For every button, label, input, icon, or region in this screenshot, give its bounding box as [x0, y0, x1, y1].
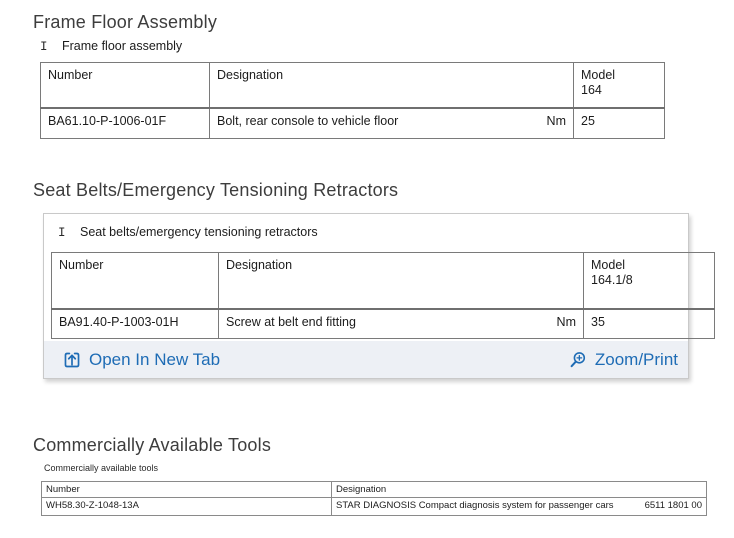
column-header-designation: Designation	[331, 481, 707, 498]
section-heading-frame-floor: Frame Floor Assembly	[33, 12, 218, 32]
caption-frame-floor: I Frame floor assembly	[40, 38, 734, 55]
number-cell: WH58.30-Z-1048-13A	[41, 497, 332, 516]
designation-cell: Bolt, rear console to vehicle floor Nm	[209, 107, 574, 139]
unit-label: Nm	[556, 315, 576, 329]
info-icon: I	[58, 226, 66, 240]
column-header-designation: Designation	[209, 62, 574, 109]
panel-footer: Open In New Tab Zoom/Print	[44, 341, 688, 378]
column-header-designation: Designation	[218, 252, 584, 310]
zoom-icon	[570, 351, 585, 367]
column-header-model: Model 164	[573, 62, 665, 109]
open-in-new-tab-icon	[64, 352, 80, 367]
number-cell: BA91.40-P-1003-01H	[51, 308, 219, 339]
caption-label: Frame floor assembly	[62, 39, 183, 53]
column-header-number: Number	[41, 481, 332, 498]
unit-label: Nm	[546, 114, 566, 128]
column-header-number: Number	[40, 62, 210, 109]
torque-table-seat-belts: Number Designation Model 164.1/8 BA91.40…	[51, 252, 715, 339]
caption-label: Seat belts/emergency tensioning retracto…	[80, 225, 318, 239]
torque-value-cell: 25	[573, 107, 665, 139]
designation-cell: STAR DIAGNOSIS Compact diagnosis system …	[331, 497, 707, 516]
designation-cell: Screw at belt end fitting Nm	[218, 308, 584, 339]
table-row: BA91.40-P-1003-01H Screw at belt end fit…	[51, 308, 715, 339]
designation-text: Bolt, rear console to vehicle floor	[217, 114, 399, 128]
table-row: BA61.10-P-1006-01F Bolt, rear console to…	[40, 107, 665, 139]
designation-text: Screw at belt end fitting	[226, 315, 356, 329]
column-header-number: Number	[51, 252, 219, 310]
caption-tools: Commercially available tools	[44, 463, 159, 473]
zoom-print-link[interactable]: Zoom/Print	[569, 350, 678, 370]
designation-text: STAR DIAGNOSIS Compact diagnosis system …	[336, 500, 614, 511]
table-header-row: Number Designation Model 164	[40, 62, 665, 109]
zoom-print-label: Zoom/Print	[594, 349, 678, 369]
table-row: WH58.30-Z-1048-13A STAR DIAGNOSIS Compac…	[41, 497, 707, 516]
column-header-model: Model 164.1/8	[583, 252, 715, 310]
table-header-row: Number Designation Model 164.1/8	[51, 252, 715, 310]
open-in-new-tab-link[interactable]: Open In New Tab	[63, 350, 220, 370]
open-in-new-tab-label: Open In New Tab	[89, 349, 221, 369]
torque-table-frame-floor: Number Designation Model 164 BA61.10-P-1…	[40, 62, 665, 139]
torque-value-cell: 35	[583, 308, 715, 339]
table-header-row: Number Designation	[41, 481, 707, 498]
number-cell: BA61.10-P-1006-01F	[40, 107, 210, 139]
order-number: 6511 1801 00	[644, 500, 702, 511]
section-heading-seat-belts: Seat Belts/Emergency Tensioning Retracto…	[33, 180, 399, 200]
section-heading-tools: Commercially Available Tools	[33, 435, 272, 455]
torque-panel: I Seat belts/emergency tensioning retrac…	[43, 213, 715, 379]
tools-table: Number Designation WH58.30-Z-1048-13A ST…	[41, 481, 707, 516]
caption-seat-belts: I Seat belts/emergency tensioning retrac…	[58, 224, 688, 241]
info-icon: I	[40, 40, 48, 54]
